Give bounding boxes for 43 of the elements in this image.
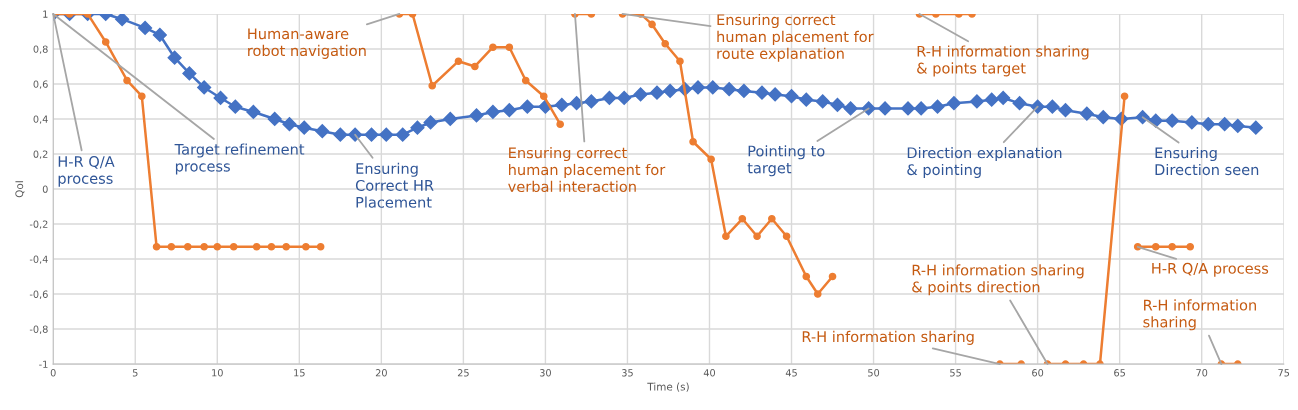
x-tick-label: 40	[703, 369, 716, 377]
annotation: Human-aware robot navigation	[248, 28, 366, 59]
annotation: R-H information sharing	[1143, 299, 1256, 331]
annotation: Ensuring Direction seen	[1155, 146, 1259, 176]
y-tick-label: 0,8	[33, 45, 48, 54]
y-tick-label: -1	[39, 360, 48, 368]
x-tick-label: 15	[294, 369, 305, 377]
annotation: Target refinement process	[174, 143, 305, 175]
annotation: R-H information sharing	[802, 330, 974, 345]
y-tick-label: 0,4	[33, 115, 48, 124]
x-tick-label: 60	[1032, 369, 1044, 377]
y-tick-label: 1	[43, 10, 48, 18]
y-tick-label: -0,8	[29, 325, 48, 334]
x-tick-label: 20	[375, 369, 387, 377]
x-tick-label: 70	[1196, 369, 1208, 377]
y-tick-label: -0,4	[29, 255, 48, 264]
y-tick-label: 0	[42, 185, 48, 193]
x-tick-label: 75	[1278, 369, 1290, 377]
annotation: Pointing to target	[747, 145, 825, 177]
annotation: H-R Q/A process	[1152, 262, 1269, 277]
y-axis-title: QoI	[15, 181, 25, 198]
x-tick-label: 5	[132, 369, 138, 377]
annotation: H-R Q/A process	[58, 156, 115, 187]
annotation: Ensuring correct human placement for route explanation	[717, 13, 874, 62]
x-tick-label: 35	[622, 369, 633, 377]
x-tick-label: 50	[868, 369, 880, 377]
x-axis-title: Time (s)	[647, 382, 689, 392]
y-tick-label: -0,6	[29, 290, 48, 299]
x-tick-label: 65	[1114, 369, 1125, 377]
x-tick-label: 55	[950, 369, 961, 377]
annotation: Ensuring correct human placement for verbal interaction	[508, 146, 666, 193]
x-tick-label: 45	[785, 369, 797, 377]
annotation: Direction explanation & pointing	[907, 146, 1062, 178]
y-tick-label: 0,2	[33, 150, 48, 159]
annotation: Ensuring Correct HR Placement	[355, 162, 434, 208]
annotation: R-H information sharing & points direction	[912, 264, 1084, 296]
y-tick-label: -0,2	[29, 220, 48, 229]
x-tick-label: 0	[50, 369, 56, 377]
x-tick-label: 30	[539, 369, 551, 377]
y-tick-label: 0,6	[33, 80, 48, 89]
annotation: R-H information sharing & points target	[917, 45, 1089, 77]
x-tick-label: 25	[457, 369, 469, 377]
x-tick-label: 10	[212, 369, 223, 377]
